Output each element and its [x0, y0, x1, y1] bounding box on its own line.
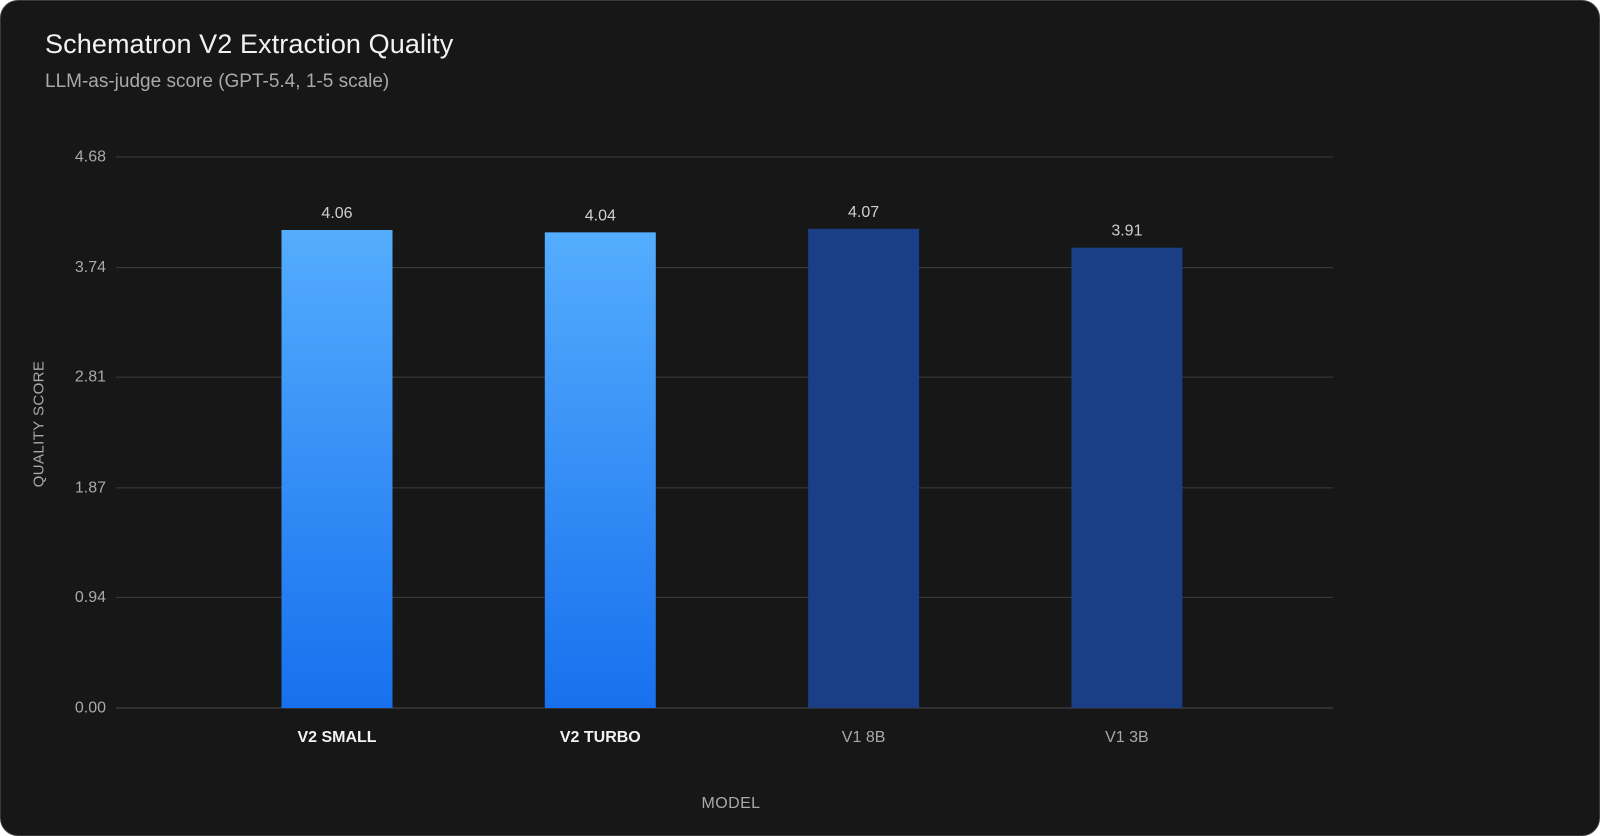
bar-v2-turbo[interactable] — [544, 232, 656, 708]
value-label: 3.91 — [1111, 223, 1142, 240]
bar-v1-3b[interactable] — [1071, 247, 1183, 708]
y-tick-label: 0.94 — [75, 589, 106, 606]
x-tick-label: V2 TURBO — [560, 729, 641, 746]
chart-subtitle: LLM-as-judge score (GPT-5.4, 1-5 scale) — [45, 71, 390, 92]
x-tick-label: V1 3B — [1105, 729, 1149, 746]
y-tick-label: 2.81 — [75, 369, 106, 386]
y-tick-label: 0.00 — [75, 700, 106, 717]
bars — [281, 228, 1183, 709]
value-label: 4.07 — [848, 204, 879, 221]
value-label: 4.06 — [321, 205, 352, 222]
y-tick-label: 3.74 — [75, 259, 106, 276]
y-tick-label: 1.87 — [75, 479, 106, 496]
value-labels: 4.06 4.04 4.07 3.91 — [321, 204, 1142, 240]
y-axis-title: QUALITY SCORE — [31, 361, 48, 488]
x-axis-title: MODEL — [702, 795, 761, 812]
chart-title: Schematron V2 Extraction Quality — [45, 29, 454, 59]
x-tick-label: V1 8B — [842, 729, 886, 746]
bar-v1-8b[interactable] — [808, 228, 920, 709]
y-axis-ticks: 0.00 0.94 1.87 2.81 3.74 4.68 — [75, 149, 106, 717]
x-axis-ticks: V2 SMALL V2 TURBO V1 8B V1 3B — [297, 729, 1148, 746]
bar-v2-small[interactable] — [281, 229, 393, 708]
x-tick-label: V2 SMALL — [297, 729, 376, 746]
y-tick-label: 4.68 — [75, 149, 106, 166]
value-label: 4.04 — [585, 207, 616, 224]
